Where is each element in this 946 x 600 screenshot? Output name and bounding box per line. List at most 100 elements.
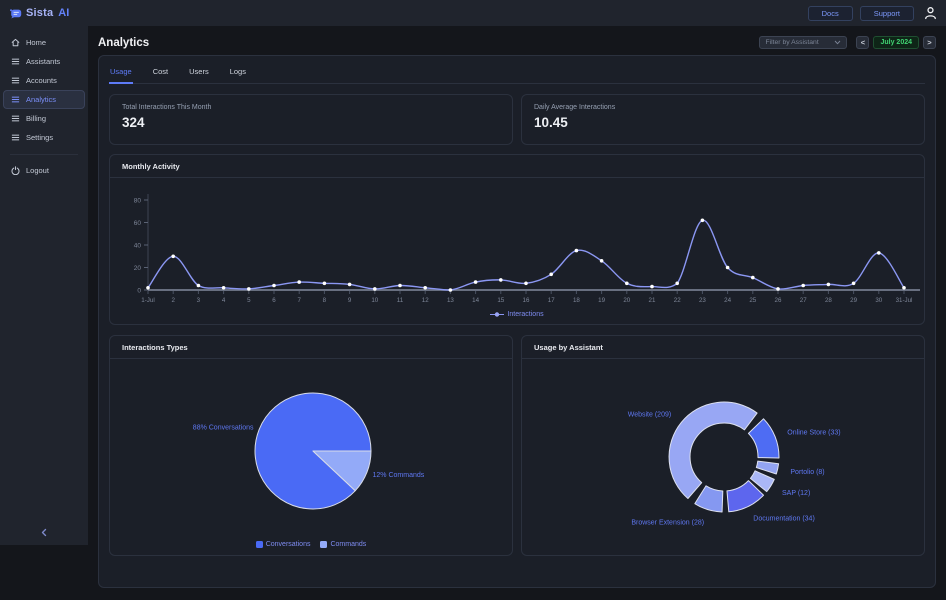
svg-text:Portolio (8): Portolio (8) xyxy=(790,469,824,476)
legend-label: Commands xyxy=(330,541,367,548)
header-controls: Filter by Assistant < July 2024 > xyxy=(759,36,936,49)
support-button[interactable]: Support xyxy=(859,5,914,21)
svg-text:4: 4 xyxy=(222,297,226,304)
stat-card-daily-average-interactions: Daily Average Interactions 10.45 xyxy=(521,94,925,145)
legend-item-interactions[interactable]: Interactions xyxy=(490,311,544,318)
svg-text:2: 2 xyxy=(171,297,175,304)
svg-text:11: 11 xyxy=(397,297,404,304)
card-title: Interactions Types xyxy=(110,336,512,359)
pie-chart-legend: Conversations Commands xyxy=(110,541,512,548)
svg-text:80: 80 xyxy=(134,197,142,204)
svg-text:7: 7 xyxy=(297,297,301,304)
legend-label: Interactions xyxy=(507,311,544,318)
sidebar-collapse-button[interactable] xyxy=(40,528,48,537)
svg-text:19: 19 xyxy=(598,297,605,304)
docs-button[interactable]: Docs xyxy=(807,5,853,21)
svg-text:27: 27 xyxy=(800,297,807,304)
svg-text:30: 30 xyxy=(875,297,882,304)
svg-text:40: 40 xyxy=(134,242,142,249)
svg-text:Browser Extension (28): Browser Extension (28) xyxy=(631,519,704,526)
svg-text:28: 28 xyxy=(825,297,832,304)
card-title: Usage by Assistant xyxy=(522,336,924,359)
svg-text:18: 18 xyxy=(573,297,580,304)
sidebar-item-home[interactable]: Home xyxy=(3,33,85,52)
list-icon xyxy=(11,114,20,123)
analytics-panel: Usage Cost Users Logs Total Interactions Th… xyxy=(98,55,936,588)
legend-item-conversations[interactable]: Conversations xyxy=(255,541,311,548)
sidebar-item-assistants[interactable]: Assistants xyxy=(3,52,85,71)
list-icon xyxy=(11,58,20,65)
chevron-down-icon xyxy=(834,40,841,45)
avatar-icon[interactable] xyxy=(924,6,937,20)
legend-label: Conversations xyxy=(265,541,311,548)
svg-text:12% Commands: 12% Commands xyxy=(373,472,425,479)
sidebar-item-label: Billing xyxy=(26,114,47,123)
logo-text-ai: AI xyxy=(58,7,70,19)
sidebar-item-settings[interactable]: Settings xyxy=(3,128,85,147)
legend-swatch xyxy=(320,541,328,548)
svg-text:Website (209): Website (209) xyxy=(628,412,671,419)
stat-label: Daily Average Interactions xyxy=(534,104,616,111)
svg-text:17: 17 xyxy=(548,297,555,304)
sidebar-item-label: Settings xyxy=(26,133,54,142)
legend-swatch xyxy=(255,541,263,548)
stat-value: 324 xyxy=(122,115,145,130)
card-title: Monthly Activity xyxy=(110,155,924,178)
sidebar-item-label: Logout xyxy=(26,166,49,175)
home-icon xyxy=(11,38,20,47)
svg-text:Online Store (33): Online Store (33) xyxy=(787,429,840,436)
svg-text:88% Conversations: 88% Conversations xyxy=(193,425,254,432)
line-chart-legend: Interactions xyxy=(110,308,924,324)
next-month-button[interactable]: > xyxy=(923,36,936,49)
sidebar-item-label: Assistants xyxy=(26,57,61,66)
home-icon xyxy=(11,38,20,47)
svg-text:21: 21 xyxy=(649,297,656,304)
sidebar-item-label: Home xyxy=(26,38,47,47)
assistant-filter-value: Filter by Assistant xyxy=(765,39,819,46)
assistant-filter-select[interactable]: Filter by Assistant xyxy=(759,36,848,49)
list-icon xyxy=(11,57,20,66)
svg-text:20: 20 xyxy=(134,265,142,272)
prev-month-button[interactable]: < xyxy=(856,36,870,49)
svg-text:23: 23 xyxy=(699,297,706,304)
chevron-left-icon xyxy=(40,528,48,537)
logo-text: Sista xyxy=(26,7,54,19)
sidebar-item-logout[interactable]: Logout xyxy=(3,161,85,180)
list-icon xyxy=(11,133,20,142)
tab-usage[interactable]: Usage xyxy=(109,63,133,84)
legend-item-commands[interactable]: Commands xyxy=(320,541,366,548)
tab-users[interactable]: Users xyxy=(188,63,210,84)
svg-text:29: 29 xyxy=(850,297,857,304)
topbar-actions: Docs Support xyxy=(807,5,937,21)
tab-logs[interactable]: Logs xyxy=(229,63,247,84)
stats-row: Total Interactions This Month 324 Daily Av… xyxy=(109,94,925,145)
svg-text:25: 25 xyxy=(749,297,756,304)
svg-text:9: 9 xyxy=(348,297,352,304)
svg-text:10: 10 xyxy=(371,297,378,304)
svg-text:6: 6 xyxy=(272,297,276,304)
interactions-types-chart-body: 88% Conversations 12% Commands Conversati… xyxy=(110,359,512,555)
charts-row: Interactions Types 88% Conversations 12% … xyxy=(109,335,925,556)
tab-cost[interactable]: Cost xyxy=(152,63,169,84)
list-icon xyxy=(11,115,20,122)
sidebar-item-analytics[interactable]: Analytics xyxy=(3,90,85,109)
svg-text:1-Jul: 1-Jul xyxy=(141,297,154,304)
svg-text:SAP (12): SAP (12) xyxy=(782,490,810,497)
sidebar-item-billing[interactable]: Billing xyxy=(3,109,85,128)
logo[interactable]: Sista AI xyxy=(9,7,69,20)
main-content: Analytics Filter by Assistant < July 202… xyxy=(88,26,946,600)
list-icon xyxy=(11,96,20,103)
interactions-types-card: Interactions Types 88% Conversations 12% … xyxy=(109,335,513,556)
svg-text:8: 8 xyxy=(323,297,327,304)
current-month-badge: July 2024 xyxy=(873,36,919,49)
list-icon xyxy=(11,134,20,141)
sidebar-item-accounts[interactable]: Accounts xyxy=(3,71,85,90)
interactions-types-pie-chart: 88% Conversations 12% Commands xyxy=(193,392,425,510)
svg-text:12: 12 xyxy=(422,297,429,304)
stat-label: Total Interactions This Month xyxy=(122,104,212,111)
sidebar-divider xyxy=(10,154,78,155)
list-icon xyxy=(11,76,20,85)
stat-card-total-interactions-this-month: Total Interactions This Month 324 xyxy=(109,94,513,145)
sidebar-nav: Home Assistants Accounts Analytics Billing Se… xyxy=(0,26,88,147)
